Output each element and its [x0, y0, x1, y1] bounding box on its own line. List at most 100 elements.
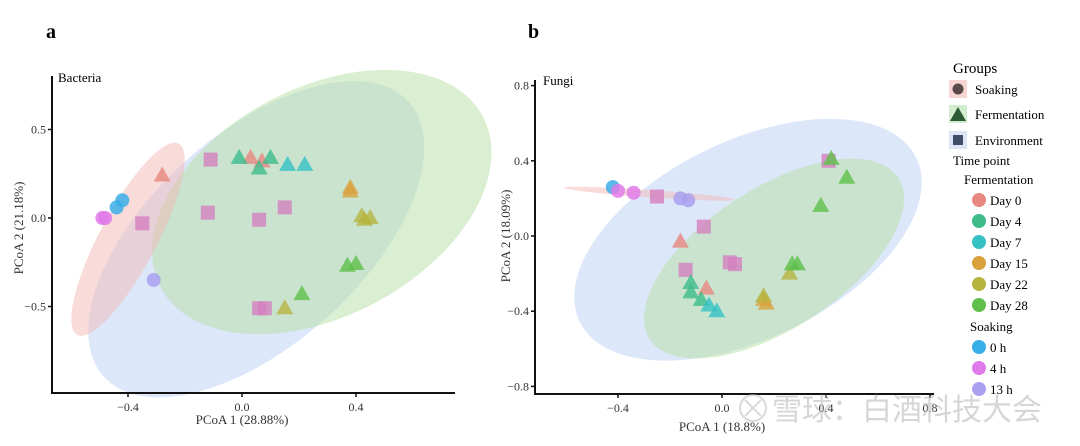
point-fermentation-triangle	[788, 255, 806, 271]
legend-circle-icon	[952, 83, 964, 95]
point-fermentation-triangle	[347, 255, 365, 271]
point-environment-square	[200, 205, 215, 220]
point-environment-square	[203, 152, 218, 167]
legend-soaking-item: 13 h	[990, 382, 1013, 397]
panel-a-y-ticks: −0.5 0.0 0.5	[24, 123, 52, 314]
panel-b-x-label: PCoA 1 (18.8%)	[679, 419, 765, 434]
x-tick-label: 0.0	[715, 401, 730, 415]
panel-a-ellipses	[71, 69, 492, 398]
point-fermentation-triangle	[682, 283, 700, 299]
ellipse-fermentation	[152, 69, 492, 335]
legend-soaking-items: 0 h 4 h 13 h	[972, 340, 1013, 397]
legend-fermentation-item: Day 7	[990, 235, 1022, 250]
point-fermentation-triangle	[822, 149, 840, 165]
legend-color-dot-icon	[972, 256, 986, 270]
x-tick-label: 0.0	[235, 400, 250, 414]
legend-fermentation-item: Day 4	[990, 214, 1022, 229]
point-environment-square	[728, 257, 742, 272]
legend-group-label: Environment	[975, 133, 1043, 148]
legend-color-dot-icon	[972, 340, 986, 354]
point-fermentation-triangle	[757, 294, 775, 310]
legend-fermentation-title: Fermentation	[964, 172, 1034, 187]
point-fermentation-triangle	[755, 287, 773, 303]
panel-b-points	[605, 149, 856, 318]
legend-soaking-title: Soaking	[970, 319, 1013, 334]
x-tick-label: 0.4	[819, 401, 834, 415]
panel-a-x-label: PCoA 1 (28.88%)	[196, 412, 289, 427]
legend-color-dot-icon	[972, 214, 986, 228]
legend-group-fermentation: Fermentation	[949, 105, 1045, 123]
legend-time-title: Time point	[953, 153, 1010, 168]
point-environment-square	[678, 262, 693, 277]
x-tick-label: 0.8	[923, 401, 938, 415]
point-fermentation-triangle	[341, 182, 359, 198]
legend-square-icon	[953, 135, 963, 145]
point-fermentation-triangle	[708, 302, 726, 318]
point-fermentation-triangle	[242, 148, 260, 164]
legend-color-dot-icon	[972, 235, 986, 249]
point-fermentation-triangle	[671, 232, 689, 248]
panel-b-x-ticks: −0.4 0.0 0.4 0.8	[607, 394, 938, 415]
panel-b-ellipses	[563, 118, 922, 361]
legend-color-dot-icon	[972, 277, 986, 291]
point-fermentation-triangle	[692, 290, 710, 306]
legend: Groups Soaking Fermentation Environment …	[949, 61, 1045, 397]
legend-triangle-icon	[950, 107, 966, 121]
panel-b-y-ticks: −0.8 −0.4 0.0 0.4 0.8	[507, 79, 535, 393]
point-fermentation-triangle	[276, 299, 294, 315]
point-fermentation-triangle	[250, 159, 268, 175]
point-environment-square	[257, 301, 272, 316]
point-fermentation-triangle	[781, 264, 799, 280]
y-tick-label: 0.4	[514, 154, 529, 168]
x-tick-label: −0.4	[117, 400, 139, 414]
ellipse-soaking	[71, 142, 185, 336]
watermark-logo-icon	[739, 394, 767, 422]
point-environment-square	[252, 212, 267, 227]
legend-color-dot-icon	[972, 298, 986, 312]
panel-b-y-label: PCoA 2 (18.09%)	[498, 190, 513, 283]
panel-b-label: b	[528, 21, 539, 43]
y-tick-label: 0.0	[31, 211, 46, 225]
legend-fermentation-item: Day 28	[990, 298, 1028, 313]
legend-color-dot-icon	[972, 382, 986, 396]
point-fermentation-triangle	[230, 148, 248, 164]
y-tick-label: −0.4	[507, 304, 529, 318]
point-fermentation-triangle	[838, 168, 856, 184]
legend-soaking-item: 0 h	[990, 340, 1007, 355]
legend-fermentation-item: Day 22	[990, 277, 1028, 292]
panel-b-fungi: b −0.4 0.0 0.4 0.8 −0.8−0.40.00.40.8 Fungi …	[498, 21, 938, 434]
y-tick-label: 0.8	[514, 79, 529, 93]
point-fermentation-triangle	[356, 210, 374, 226]
watermark-text: 雪球：白酒科技大会	[772, 394, 1042, 427]
legend-group-label: Fermentation	[975, 107, 1045, 122]
y-tick-label: 0.5	[31, 123, 46, 137]
point-soaking-circle	[109, 200, 124, 215]
watermark-logo-mark	[744, 399, 762, 417]
y-tick-label: 0.0	[514, 229, 529, 243]
point-environment-square	[696, 219, 711, 234]
point-fermentation-triangle	[812, 196, 830, 212]
legend-fermentation-item: Day 0	[990, 193, 1021, 208]
point-fermentation-triangle	[293, 285, 311, 301]
point-fermentation-triangle	[153, 166, 171, 182]
legend-color-dot-icon	[972, 193, 986, 207]
panel-a-y-label: PCoA 2 (21.18%)	[11, 182, 26, 275]
panel-a-label: a	[46, 21, 56, 43]
point-fermentation-triangle	[279, 155, 297, 171]
legend-group-environment: Environment	[949, 131, 1043, 149]
point-fermentation-triangle	[700, 296, 718, 312]
point-fermentation-triangle	[697, 279, 715, 295]
point-environment-square	[277, 200, 292, 215]
point-fermentation-triangle	[262, 148, 279, 164]
legend-group-soaking: Soaking	[949, 80, 1018, 98]
panel-a-x-ticks: −0.4 0.0 0.4	[117, 393, 364, 414]
watermark: 雪球：白酒科技大会	[739, 394, 1042, 427]
y-tick-label: −0.5	[24, 300, 46, 314]
x-tick-label: −0.4	[607, 401, 629, 415]
point-environment-square	[135, 216, 150, 231]
point-soaking-circle	[611, 183, 625, 198]
legend-fermentation-items: Day 0 Day 4 Day 7 Day 15 Day 22 Day 28	[972, 193, 1028, 313]
legend-soaking-item: 4 h	[990, 361, 1007, 376]
panel-a-bacteria: a −0.4 0.0 0.4 −0.5 0.0 0.5 Bacteria PCoA 1 …	[11, 21, 492, 427]
